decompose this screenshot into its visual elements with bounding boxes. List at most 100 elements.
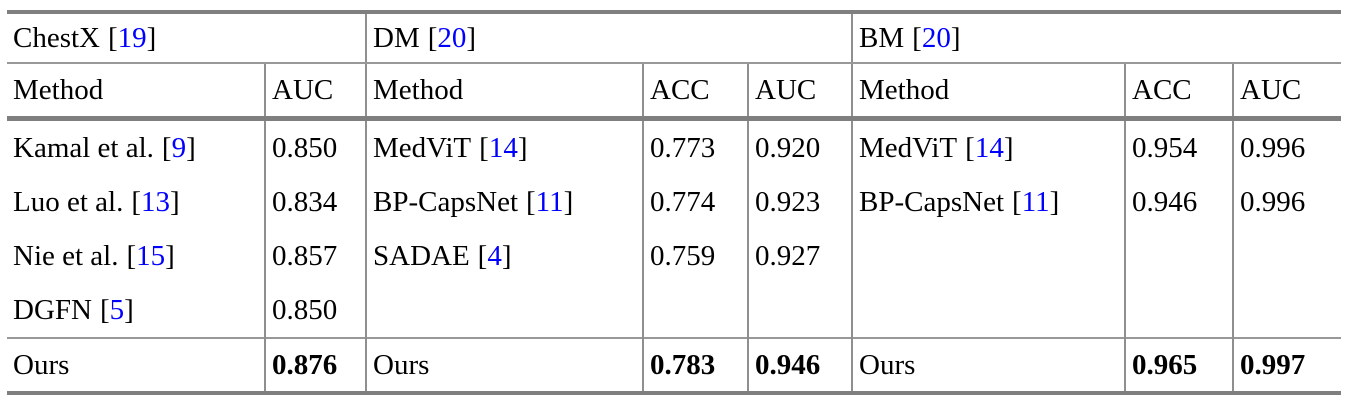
- citation: [20]: [912, 22, 960, 54]
- method-cell: SADAE [4]: [366, 229, 644, 283]
- bracket-close: ]: [466, 21, 477, 54]
- method-name: SADAE: [373, 239, 470, 272]
- citation: [11]: [1012, 186, 1059, 218]
- citation: [20]: [428, 22, 476, 54]
- bracket-close: ]: [563, 185, 574, 218]
- method-cell: MedViT [14]: [852, 118, 1127, 175]
- bracket-open: [: [477, 239, 488, 272]
- bracket-close: ]: [170, 185, 180, 218]
- method-cell: DGFN [5]: [7, 283, 266, 338]
- auc-value-cell-empty: [748, 283, 854, 338]
- bracket-open: [: [1012, 185, 1022, 218]
- ours-row: Ours 0.876 Ours 0.783 0.946 Ours 0.965 0…: [7, 337, 1342, 395]
- acc-value-cell-empty: [1125, 283, 1235, 338]
- bracket-close: ]: [501, 239, 512, 272]
- ours-acc-value-cell: 0.965: [1125, 337, 1235, 395]
- method-cell: MedViT [14]: [366, 118, 644, 175]
- auc-value-cell: 0.834: [265, 175, 367, 229]
- dataset-title: DM: [373, 21, 420, 54]
- citation: [19]: [108, 22, 156, 54]
- citation: [5]: [100, 294, 134, 326]
- method-cell-empty: [852, 229, 1127, 283]
- method-cell: BP-CapsNet [11]: [852, 175, 1127, 229]
- method-name: DGFN: [13, 293, 92, 326]
- citation: [15]: [126, 240, 174, 272]
- citation-link[interactable]: 13: [141, 185, 170, 218]
- citation-link[interactable]: 14: [488, 131, 518, 164]
- citation-link[interactable]: 9: [171, 131, 187, 164]
- citation: [9]: [162, 132, 196, 164]
- bracket-close: ]: [1049, 185, 1060, 218]
- auc-value-cell: 0.996: [1240, 185, 1306, 218]
- ours-acc-value-cell: 0.783: [643, 337, 749, 395]
- method-name: Kamal et al.: [13, 131, 154, 164]
- method-cell-empty: [852, 283, 1127, 338]
- method-cell: Nie et al. [15]: [7, 229, 266, 283]
- auc-value-cell-empty: [1233, 229, 1341, 283]
- dataset-title: BM: [859, 21, 905, 54]
- column-header-method: Method: [366, 63, 644, 121]
- ours-auc-value-cell: 0.876: [265, 337, 367, 395]
- citation: [14]: [965, 132, 1013, 164]
- acc-value-cell: 0.954: [1125, 118, 1235, 175]
- auc-value-cell: 0.920: [748, 118, 854, 175]
- method-name: BP-CapsNet: [859, 185, 1005, 218]
- ours-auc-value-cell: 0.946: [748, 337, 854, 395]
- column-header-acc: ACC: [643, 63, 749, 121]
- bracket-close: ]: [517, 131, 528, 164]
- acc-value-cell-empty: [1125, 229, 1235, 283]
- bracket-open: [: [126, 239, 137, 272]
- method-name: Nie et al.: [13, 239, 119, 272]
- auc-value-cell: 0.850: [265, 283, 367, 338]
- citation-link[interactable]: 11: [1021, 185, 1050, 218]
- bracket-close: ]: [1003, 131, 1014, 164]
- citation-link[interactable]: 4: [487, 239, 502, 272]
- auc-value-cell: 0.857: [265, 229, 367, 283]
- bracket-open: [: [479, 131, 489, 164]
- citation: [4]: [478, 240, 512, 272]
- method-cell: Kamal et al. [9]: [7, 118, 266, 175]
- ours-label-cell: Ours: [366, 337, 644, 395]
- method-cell: Luo et al. [13]: [7, 175, 266, 229]
- citation-link[interactable]: 20: [437, 21, 467, 54]
- bracket-open: [: [131, 185, 141, 218]
- citation-link[interactable]: 15: [136, 239, 166, 272]
- table-row: Luo et al. [13] 0.834 BP-CapsNet [11] 0.77…: [7, 175, 1341, 229]
- bracket-open: [: [912, 21, 922, 54]
- column-header-row: Method AUC Method ACC AUC Method ACC AUC: [7, 63, 1342, 121]
- column-header-auc: AUC: [265, 63, 367, 121]
- method-name: MedViT: [373, 131, 472, 164]
- citation-link[interactable]: 5: [109, 293, 125, 326]
- dataset-header-chestx: ChestX [19]: [7, 10, 367, 64]
- auc-value-cell-empty: [1233, 283, 1341, 338]
- method-name: BP-CapsNet: [373, 185, 518, 218]
- method-name: MedViT: [859, 131, 958, 164]
- dataset-header-row: ChestX [19] DM [20] BM [20]: [7, 10, 1342, 64]
- citation-link[interactable]: 19: [117, 21, 147, 54]
- dataset-header-dm: DM [20]: [366, 10, 854, 64]
- citation: [14]: [479, 132, 527, 164]
- bracket-open: [: [965, 131, 975, 164]
- citation-link[interactable]: 14: [974, 131, 1004, 164]
- method-cell: BP-CapsNet [11]: [366, 175, 644, 229]
- bracket-close: ]: [124, 293, 134, 326]
- acc-value-cell: 0.774: [643, 175, 749, 229]
- ours-auc-value-cell: 0.997: [1233, 337, 1342, 395]
- column-header-method: Method: [7, 63, 266, 121]
- citation-link[interactable]: 20: [921, 21, 951, 54]
- dataset-title: ChestX: [13, 21, 100, 54]
- auc-value-cell: 0.850: [265, 118, 367, 175]
- bracket-close: ]: [146, 21, 157, 54]
- table-row: DGFN [5] 0.850: [7, 283, 1341, 338]
- auc-value-cell: 0.996: [1240, 131, 1306, 164]
- results-table: ChestX [19] DM [20] BM [20] Method AUC Meth…: [7, 10, 1342, 395]
- table-row: Nie et al. [15] 0.857 SADAE [4] 0.759 0.92…: [7, 229, 1341, 283]
- dataset-header-bm: BM [20]: [852, 10, 1342, 64]
- citation: [11]: [526, 186, 573, 218]
- citation-link[interactable]: 11: [535, 185, 564, 218]
- bracket-close: ]: [186, 131, 196, 164]
- auc-value-cell: 0.923: [748, 175, 854, 229]
- ours-label-cell: Ours: [852, 337, 1127, 395]
- auc-value-cell: 0.927: [748, 229, 854, 283]
- method-cell-empty: [366, 283, 644, 338]
